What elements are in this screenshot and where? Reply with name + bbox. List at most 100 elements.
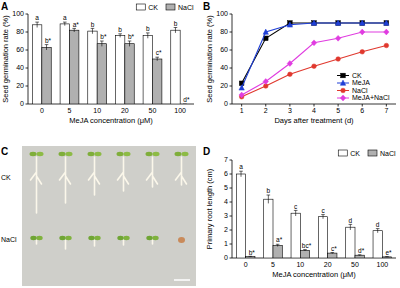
x-axis-label: MeJA concentration (μM) — [272, 270, 356, 279]
bar — [382, 257, 391, 258]
bars — [236, 171, 391, 258]
row-label: NaCl — [1, 236, 17, 243]
legend-swatch — [338, 150, 347, 156]
legend-label: NaCl — [178, 4, 194, 11]
cotyledon — [65, 236, 71, 240]
y-tick-label: 5 — [224, 184, 228, 191]
y-tick-label: 40 — [16, 64, 24, 71]
error-bar — [303, 250, 307, 251]
data-point — [360, 20, 365, 25]
seedling-root — [65, 240, 67, 249]
seedling-root — [118, 157, 129, 191]
data-point — [287, 61, 292, 67]
legend-label: NaCl — [380, 150, 396, 157]
legend-label: CK — [352, 72, 362, 79]
error-bar — [45, 45, 49, 50]
legend: CKMeJANaClMeJA+NaCl — [337, 72, 390, 102]
bar — [171, 30, 180, 104]
lines — [239, 20, 389, 99]
bar — [318, 217, 327, 258]
significance-letter: b — [91, 21, 95, 28]
x-tick-label: 4 — [312, 107, 316, 114]
y-tick-label: 60 — [16, 46, 24, 53]
cotyledon — [95, 152, 102, 156]
y-tick-label: 1 — [224, 240, 228, 247]
data-point — [336, 21, 341, 26]
x-tick-label: 20 — [121, 107, 129, 114]
error-bar — [100, 41, 104, 46]
data-point — [360, 29, 365, 35]
bar — [42, 47, 51, 104]
cotyledon — [94, 236, 100, 240]
y-tick — [230, 68, 233, 69]
cotyledon — [175, 152, 182, 156]
legend-label: MeJA+NaCl — [352, 94, 390, 101]
error-bar — [128, 41, 132, 46]
seedling-root — [123, 240, 125, 245]
error-bar — [276, 244, 280, 246]
y-tick — [230, 160, 233, 161]
legend-label: MeJA — [352, 79, 370, 86]
significance-letter: c — [294, 203, 298, 210]
error-bar — [183, 104, 187, 105]
x-tick-label: 50 — [149, 107, 157, 114]
legend-label: NaCl — [352, 87, 368, 94]
data-point — [384, 20, 389, 25]
bar — [125, 44, 134, 104]
x-tick-label: 5 — [68, 107, 72, 114]
data-point — [287, 22, 292, 27]
legend: CKNaCl — [338, 150, 396, 157]
data-point — [336, 57, 341, 62]
significance-letter: b — [146, 25, 150, 32]
significance-letter: b* — [45, 37, 52, 44]
y-tick — [230, 86, 233, 87]
bar — [236, 174, 245, 258]
y-tick — [230, 174, 233, 175]
bar — [153, 59, 162, 104]
significance-letter: b* — [100, 33, 107, 40]
y-tick-label: 20 — [220, 82, 228, 89]
y-tick — [230, 244, 233, 245]
data-point — [312, 64, 317, 69]
cotyledon — [59, 152, 66, 156]
series-line — [242, 23, 387, 83]
error-bar — [249, 256, 253, 258]
x-tick-label: 7 — [384, 107, 388, 114]
cotyledon — [146, 236, 152, 240]
bar — [115, 36, 124, 104]
cotyledon — [117, 236, 123, 240]
cotyledon — [36, 236, 42, 240]
legend-marker — [340, 80, 345, 85]
y-tick-label: 80 — [16, 28, 24, 35]
seedling-root — [152, 240, 154, 244]
cotyledon — [30, 152, 37, 156]
x-tick-label: 100 — [376, 261, 388, 268]
data-point — [311, 20, 316, 25]
significance-letter: a* — [73, 21, 80, 28]
significance-letter: d — [376, 221, 380, 228]
seedling-root — [94, 240, 96, 246]
x-tick-label: 1 — [240, 107, 244, 114]
bar — [355, 255, 364, 258]
significance-letter: b* — [249, 249, 256, 256]
error-bar — [91, 28, 95, 33]
significance-letter: a — [239, 163, 243, 170]
data-point — [360, 21, 365, 26]
x-tick-label: 0 — [244, 261, 248, 268]
bar — [328, 253, 337, 258]
bar — [143, 36, 152, 104]
significance-letter: d* — [183, 96, 190, 103]
y-tick-label: 100 — [12, 10, 24, 17]
significance-letter: bc* — [302, 242, 312, 249]
x-axis-label: MeJA concentration (μM) — [69, 116, 153, 125]
significance-letter: a — [63, 14, 67, 21]
panel-title: C — [1, 146, 8, 157]
legend-swatch — [166, 4, 175, 10]
cotyledon — [37, 152, 44, 156]
legend-marker — [341, 88, 346, 93]
x-tick-label: 0 — [40, 107, 44, 114]
bars — [32, 22, 186, 104]
y-tick — [26, 104, 29, 105]
bar — [97, 44, 106, 104]
error-bar — [376, 229, 380, 233]
